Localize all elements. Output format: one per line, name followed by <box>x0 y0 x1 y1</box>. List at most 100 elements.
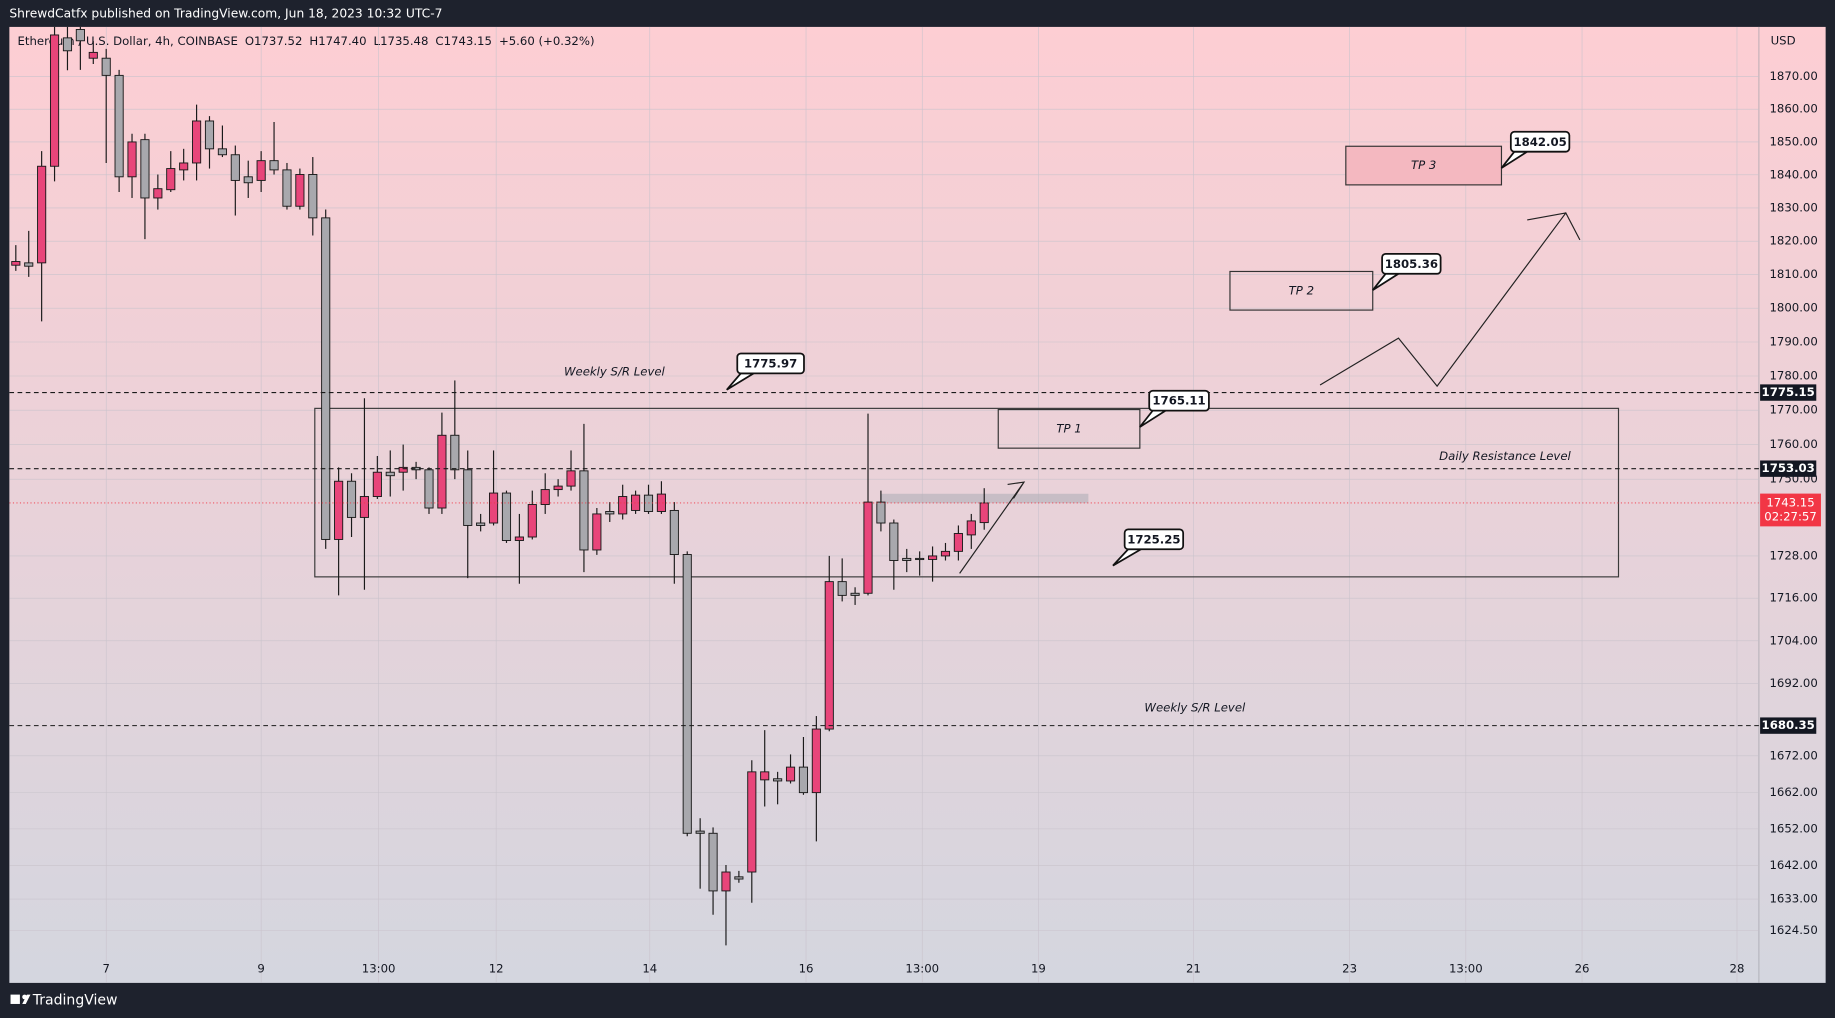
candle-body <box>346 480 357 518</box>
x-tick-label: 7 <box>102 961 109 975</box>
target-box <box>997 408 1141 449</box>
candle-body <box>876 501 886 524</box>
y-tick-label: 1652.00 <box>1769 821 1817 835</box>
x-tick-label: 23 <box>1342 961 1357 975</box>
currency: USD <box>1771 33 1796 47</box>
candle-body <box>695 830 705 834</box>
x-tick-label: 9 <box>257 961 264 975</box>
x-tick-label: 19 <box>1031 961 1046 975</box>
candle-body <box>282 169 292 207</box>
candle-body <box>966 520 976 536</box>
candle-body <box>308 174 318 219</box>
x-tick-label: 21 <box>1186 961 1201 975</box>
callout-label: 1805.36 <box>1385 257 1438 271</box>
candle-body <box>953 533 963 552</box>
candle-body <box>928 555 938 560</box>
y-tick-label: 1780.00 <box>1769 369 1817 383</box>
logo: TradingView <box>10 992 118 1008</box>
candle-body <box>295 174 305 207</box>
legend-symbol: Ethereum / U.S. Dollar, 4h, COINBASE <box>18 33 238 47</box>
y-tick-label: 1624.50 <box>1769 923 1817 937</box>
candle-body <box>734 876 744 880</box>
y-tick-label: 1642.00 <box>1769 858 1817 872</box>
candle-body <box>501 492 512 541</box>
callout-box <box>736 352 805 375</box>
candle-body <box>269 160 279 171</box>
candle-body <box>127 141 137 178</box>
zone-box <box>314 407 1620 578</box>
candle-body <box>243 176 253 184</box>
x-tick-label: 12 <box>489 961 504 975</box>
x-tick-label: 13:00 <box>905 961 939 975</box>
candle-body <box>605 511 615 515</box>
callout-box <box>1381 253 1442 275</box>
y-tick-label: 1850.00 <box>1769 134 1817 148</box>
level-note: Weekly S/R Level <box>1144 700 1246 714</box>
y-tick-label: 1790.00 <box>1769 335 1817 349</box>
candle-body <box>88 51 98 59</box>
footer: TradingView <box>32 992 118 1008</box>
candle-body <box>747 771 757 873</box>
candle-body <box>579 470 589 551</box>
candle-body <box>437 434 447 509</box>
candle-body <box>114 74 124 178</box>
y-tick-label: 1633.00 <box>1769 892 1817 906</box>
candle-body <box>359 496 370 518</box>
candle-body <box>37 165 47 264</box>
candle-body <box>514 536 524 541</box>
y-tick-label: 1692.00 <box>1769 676 1817 690</box>
candle-body <box>62 37 73 52</box>
header: ShrewdCatfx published on TradingView.com… <box>9 7 442 21</box>
x-tick-label: 14 <box>642 961 657 975</box>
callout-label: 1725.25 <box>1127 532 1180 546</box>
candle-body <box>940 550 951 557</box>
candle-body <box>140 139 150 199</box>
last-price-bg <box>1760 493 1821 527</box>
level-label-bg <box>1760 460 1817 477</box>
overlay: 7 9 13:00 12 14 16 13:00 19 21 23 13:00 26 28 1870.00… <box>102 69 1821 975</box>
y-tick-label: 1704.00 <box>1769 633 1817 647</box>
candle-body <box>153 188 163 199</box>
candle-body <box>553 485 563 491</box>
candle-body <box>785 766 796 782</box>
candle-body <box>204 120 215 150</box>
candle-body <box>385 471 395 477</box>
candle-body <box>217 148 227 156</box>
candle-body <box>863 501 873 594</box>
legend-change: +5.60 (+0.32%) <box>499 33 595 47</box>
candle-body <box>798 766 809 794</box>
legend-high: H1747.40 <box>309 33 366 47</box>
x-tick-label: 16 <box>799 961 814 975</box>
candle-body <box>566 470 576 487</box>
projection <box>1319 211 1581 388</box>
last-price-label: 1743.15 <box>1766 495 1814 509</box>
candle-body <box>708 832 718 892</box>
candle-body <box>476 522 486 526</box>
y-tick-label: 1860.00 <box>1769 102 1817 116</box>
candle-body <box>902 557 912 561</box>
y-tick-label: 1662.00 <box>1769 785 1817 799</box>
candle-body <box>811 728 821 794</box>
candle-body <box>49 34 60 167</box>
target-label: TP 2 <box>1289 283 1314 297</box>
x-tick-label: 13:00 <box>362 961 396 975</box>
candle-body <box>889 522 899 561</box>
candle-body <box>837 581 847 596</box>
candle-body <box>915 557 925 561</box>
candle-body <box>824 581 834 730</box>
y-tick-label: 1820.00 <box>1769 234 1817 248</box>
candle-body <box>540 489 550 505</box>
candle-body <box>398 466 408 473</box>
candle-body <box>321 217 331 540</box>
target-label: TP 1 <box>1056 421 1081 435</box>
candle-body <box>721 871 731 892</box>
countdown: 02:27:57 <box>1764 510 1817 524</box>
y-tick-label: 1870.00 <box>1769 69 1817 83</box>
candle-body <box>760 771 770 781</box>
y-tick-label: 1810.00 <box>1769 267 1817 281</box>
candle-body <box>669 509 679 555</box>
candle-body <box>166 168 176 191</box>
legend-open: O1737.52 <box>245 33 303 47</box>
level-note: Daily Resistance Level <box>1439 449 1571 463</box>
target-box <box>1345 145 1503 186</box>
